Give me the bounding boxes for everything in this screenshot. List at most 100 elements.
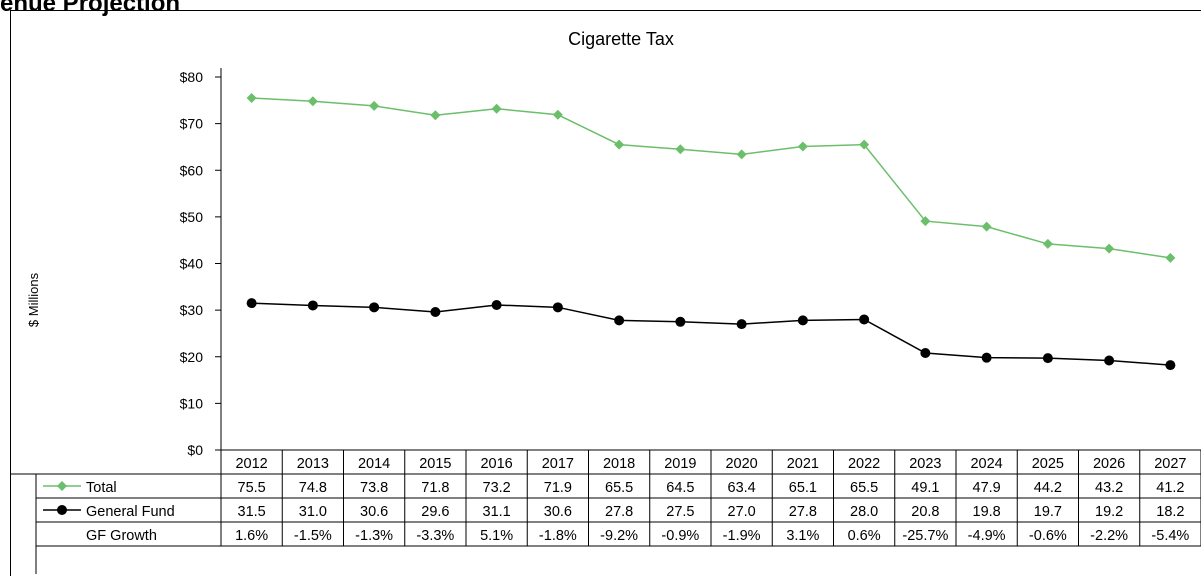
data-point: [491, 299, 502, 310]
data-table-cell: -4.9%: [968, 528, 1006, 544]
y-tick-label: $50: [180, 209, 204, 225]
data-table-cell: -9.2%: [600, 528, 638, 544]
series-line: [251, 97, 1171, 259]
data-table-cell: 75.5: [238, 480, 266, 496]
data-point: [1165, 252, 1176, 263]
data-point: [675, 144, 686, 155]
legend-series-name: Total: [86, 480, 117, 496]
data-table-cell: 43.2: [1095, 480, 1123, 496]
data-table-cell: 65.1: [789, 480, 817, 496]
y-tick-label: $10: [180, 395, 204, 411]
x-category-label: 2015: [419, 456, 451, 472]
x-category-label: 2017: [542, 456, 574, 472]
data-table-cell: 19.8: [973, 504, 1001, 520]
data-point: [369, 302, 380, 313]
x-category-label: 2027: [1154, 456, 1186, 472]
data-table-cell: -0.9%: [661, 528, 699, 544]
x-category-label: 2016: [480, 456, 512, 472]
data-point: [246, 92, 257, 103]
data-table-cell: 71.9: [544, 480, 572, 496]
data-table-cell: 65.5: [605, 480, 633, 496]
x-category-label: 2014: [358, 456, 390, 472]
data-point: [246, 298, 257, 309]
data-point: [736, 149, 747, 160]
x-category-label: 2020: [725, 456, 757, 472]
x-category-label: 2026: [1093, 456, 1125, 472]
data-point: [369, 100, 380, 111]
x-category-label: 2019: [664, 456, 696, 472]
x-category-label: 2013: [297, 456, 329, 472]
chart-frame: [10, 10, 1201, 576]
y-tick-label: $20: [180, 349, 204, 365]
page-heading-fragment: enue Projection: [0, 0, 181, 17]
data-table-cell: -5.4%: [1151, 528, 1189, 544]
data-table-cell: -25.7%: [902, 528, 948, 544]
data-table-cell: -2.2%: [1090, 528, 1128, 544]
data-point: [552, 109, 563, 120]
chart-title: Cigarette Tax: [568, 29, 674, 49]
data-point: [430, 110, 441, 121]
data-point: [307, 96, 318, 107]
y-tick-label: $80: [180, 69, 204, 85]
x-category-label: 2024: [970, 456, 1002, 472]
data-point: [430, 306, 441, 317]
data-table-cell: 19.7: [1034, 504, 1062, 520]
data-point: [981, 221, 992, 232]
data-table-cell: -1.3%: [355, 528, 393, 544]
data-point: [859, 139, 870, 150]
data-table-cell: 3.1%: [786, 528, 819, 544]
data-table-cell: 29.6: [421, 504, 449, 520]
data-table-cell: 73.2: [483, 480, 511, 496]
x-category-label: 2025: [1032, 456, 1064, 472]
table-row-name: GF Growth: [86, 528, 157, 544]
data-table-cell: 1.6%: [235, 528, 268, 544]
data-table-cell: 30.6: [360, 504, 388, 520]
x-category-label: 2022: [848, 456, 880, 472]
data-table-cell: 20.8: [911, 504, 939, 520]
data-table-cell: 31.5: [238, 504, 266, 520]
y-tick-label: $30: [180, 302, 204, 318]
data-table-cell: 63.4: [728, 480, 756, 496]
data-point: [1104, 243, 1115, 254]
data-table-cell: -1.8%: [539, 528, 577, 544]
data-table-cell: 64.5: [666, 480, 694, 496]
data-table-cell: 71.8: [421, 480, 449, 496]
data-table-cell: 49.1: [911, 480, 939, 496]
data-point: [614, 315, 625, 326]
data-point: [307, 300, 318, 311]
data-point: [1042, 353, 1053, 364]
data-point: [1104, 355, 1115, 366]
data-point: [1042, 238, 1053, 249]
data-point: [552, 302, 563, 313]
data-point: [675, 316, 686, 327]
data-table-cell: 73.8: [360, 480, 388, 496]
data-table-cell: 31.1: [483, 504, 511, 520]
data-table-cell: 30.6: [544, 504, 572, 520]
data-point: [797, 315, 808, 326]
y-tick-label: $70: [180, 116, 204, 132]
data-point: [920, 348, 931, 359]
y-axis-title: $ Millions: [26, 272, 41, 327]
data-point: [859, 314, 870, 325]
y-tick-label: $40: [180, 256, 204, 272]
data-table-cell: 65.5: [850, 480, 878, 496]
data-point: [491, 103, 502, 114]
data-table-cell: 74.8: [299, 480, 327, 496]
data-table-cell: 27.8: [605, 504, 633, 520]
data-table-cell: 5.1%: [480, 528, 513, 544]
data-table-cell: 19.2: [1095, 504, 1123, 520]
data-table-cell: 27.8: [789, 504, 817, 520]
x-category-label: 2023: [909, 456, 941, 472]
data-point: [797, 141, 808, 152]
legend-key-marker: [57, 505, 67, 515]
data-table-cell: 31.0: [299, 504, 327, 520]
legend-series-name: General Fund: [86, 504, 175, 520]
x-category-label: 2021: [787, 456, 819, 472]
data-point: [920, 216, 931, 227]
y-tick-label: $60: [180, 162, 204, 178]
data-table-cell: -3.3%: [416, 528, 454, 544]
legend-key-marker: [57, 481, 67, 491]
data-point: [1165, 360, 1176, 371]
data-table-cell: 27.0: [728, 504, 756, 520]
data-table-cell: -1.9%: [723, 528, 761, 544]
